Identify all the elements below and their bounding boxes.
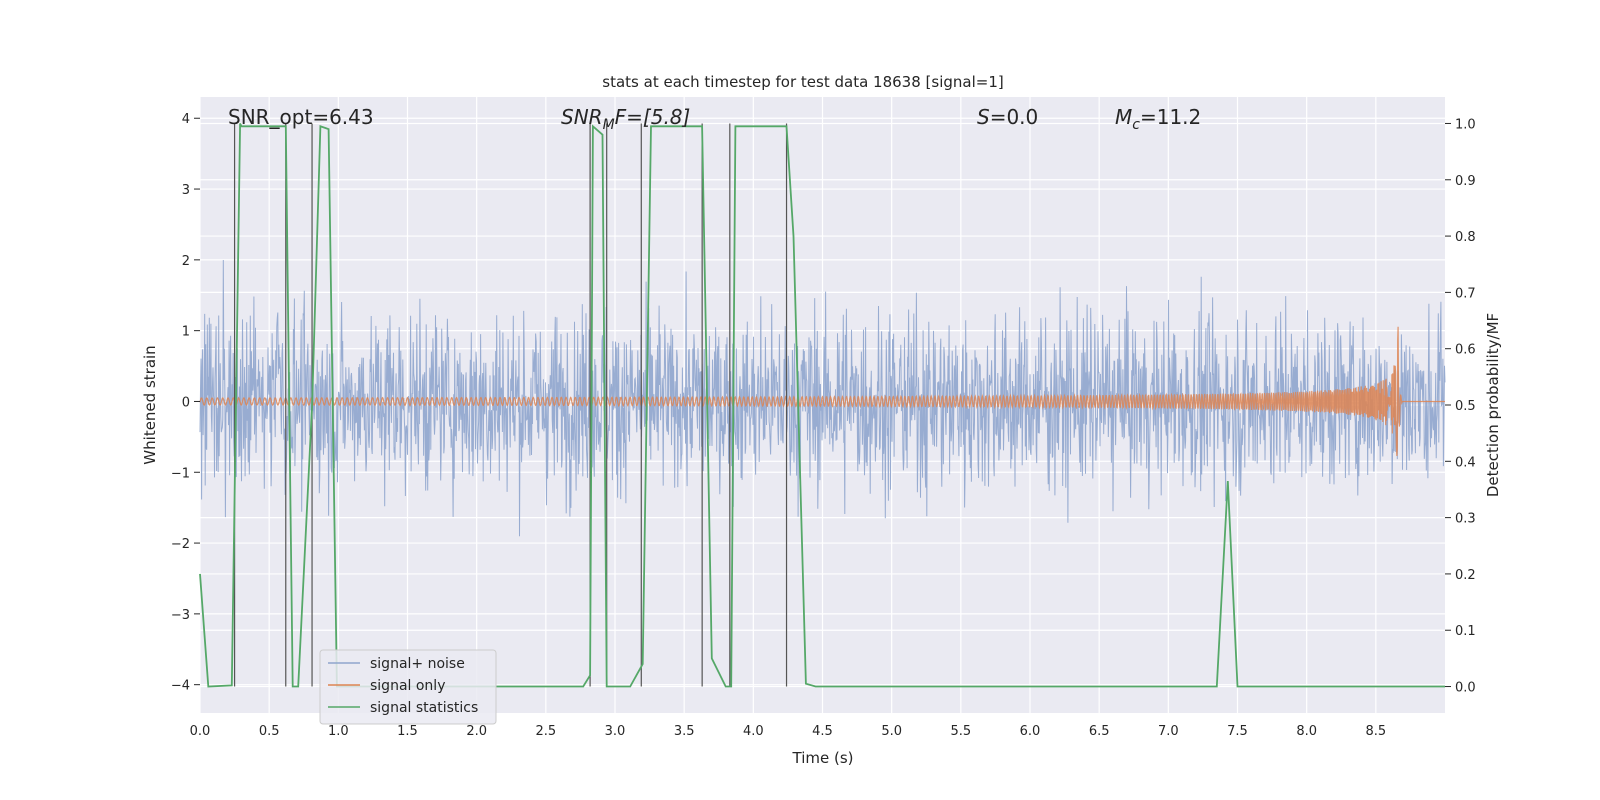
series-signal-only — [199, 326, 1445, 457]
x-tick-label: 7.0 — [1158, 724, 1179, 739]
y2-tick-label: 0.0 — [1455, 681, 1476, 696]
annotation-s-rest: =0.0 — [990, 105, 1039, 129]
y-axis-label: Whitened strain — [141, 345, 159, 464]
x-tick-label: 8.0 — [1296, 724, 1317, 739]
x-tick-label: 1.5 — [397, 724, 418, 739]
legend-entry-signal: signal only — [370, 678, 445, 694]
x-tick-label: 0.5 — [259, 724, 280, 739]
x-tick-label: 3.0 — [605, 724, 626, 739]
y2-tick-label: 0.9 — [1455, 174, 1476, 189]
annotation-s-var: S — [977, 105, 990, 129]
x-tick-label: 4.5 — [812, 724, 833, 739]
annotation-s: S=0.0 — [977, 105, 1038, 129]
y2-axis-ticks: 0.0 0.1 0.2 0.3 0.4 0.5 0.6 0.7 0.8 0.9 1.0 — [1445, 117, 1476, 696]
annotation-snr-mf-rest: F=[5.8] — [615, 105, 691, 129]
x-tick-label: 0.0 — [190, 724, 211, 739]
y-tick-label: 0 — [182, 395, 190, 410]
x-tick-label: 6.5 — [1089, 724, 1110, 739]
x-tick-label: 3.5 — [674, 724, 695, 739]
y2-tick-label: 0.4 — [1455, 455, 1476, 470]
annotation-mc: Mc=11.2 — [1115, 105, 1201, 133]
y-tick-label: −4 — [171, 679, 190, 694]
y-tick-label: −3 — [171, 608, 190, 623]
x-axis-label: Time (s) — [792, 749, 854, 767]
x-axis-ticks: 0.0 0.5 1.0 1.5 2.0 2.5 3.0 3.5 4.0 4.5 5.0 5.5 6.0 6… — [190, 724, 1387, 739]
series-signal-plus-noise — [199, 259, 1446, 537]
x-tick-label: 4.0 — [743, 724, 764, 739]
annotation-snr-mf-base: SNR — [561, 105, 603, 129]
x-tick-label: 5.0 — [881, 724, 902, 739]
y2-axis-label: Detection probability/MF — [1484, 313, 1502, 497]
y-tick-label: −1 — [171, 466, 190, 481]
y-tick-label: 2 — [182, 254, 190, 269]
y2-tick-label: 0.2 — [1455, 568, 1476, 583]
x-tick-label: 5.5 — [950, 724, 971, 739]
noise-trace — [199, 259, 1446, 537]
y-tick-label: 4 — [182, 112, 190, 127]
x-tick-label: 8.5 — [1365, 724, 1386, 739]
chart-title: stats at each timestep for test data 186… — [602, 73, 1003, 91]
y2-tick-label: 1.0 — [1455, 117, 1476, 132]
y2-tick-label: 0.8 — [1455, 230, 1476, 245]
x-tick-label: 6.0 — [1020, 724, 1041, 739]
legend-entry-stats: signal statistics — [370, 700, 478, 716]
annotation-snr-mf: SNRMF=[5.8] — [561, 105, 690, 133]
legend: signal+ noise signal only signal statist… — [319, 649, 497, 725]
y-tick-label: 3 — [182, 183, 190, 198]
y2-tick-label: 0.1 — [1455, 624, 1476, 639]
y2-tick-label: 0.7 — [1455, 286, 1476, 301]
annotation-snr-opt: SNR_opt=6.43 — [228, 105, 374, 129]
annotation-mc-sub: c — [1132, 117, 1140, 133]
y2-tick-label: 0.3 — [1455, 512, 1476, 527]
y-tick-label: 1 — [182, 325, 190, 340]
x-tick-label: 2.0 — [466, 724, 487, 739]
annotation-mc-var: M — [1115, 105, 1132, 129]
annotation-snr-mf-sub: M — [603, 117, 615, 133]
signal-trace — [199, 326, 1445, 457]
y-tick-label: −2 — [171, 537, 190, 552]
x-tick-label: 2.5 — [535, 724, 556, 739]
y2-tick-label: 0.5 — [1455, 399, 1476, 414]
stats-trace — [199, 123, 1445, 688]
series-signal-statistics — [199, 123, 1445, 688]
annotation-mc-rest: =11.2 — [1140, 105, 1201, 129]
x-tick-label: 1.0 — [328, 724, 349, 739]
y2-tick-label: 0.6 — [1455, 343, 1476, 358]
legend-entry-noise: signal+ noise — [370, 656, 465, 672]
legend-box — [319, 649, 497, 725]
y-axis-ticks: −4 −3 −2 −1 0 1 2 3 4 — [171, 112, 200, 694]
x-tick-label: 7.5 — [1227, 724, 1248, 739]
